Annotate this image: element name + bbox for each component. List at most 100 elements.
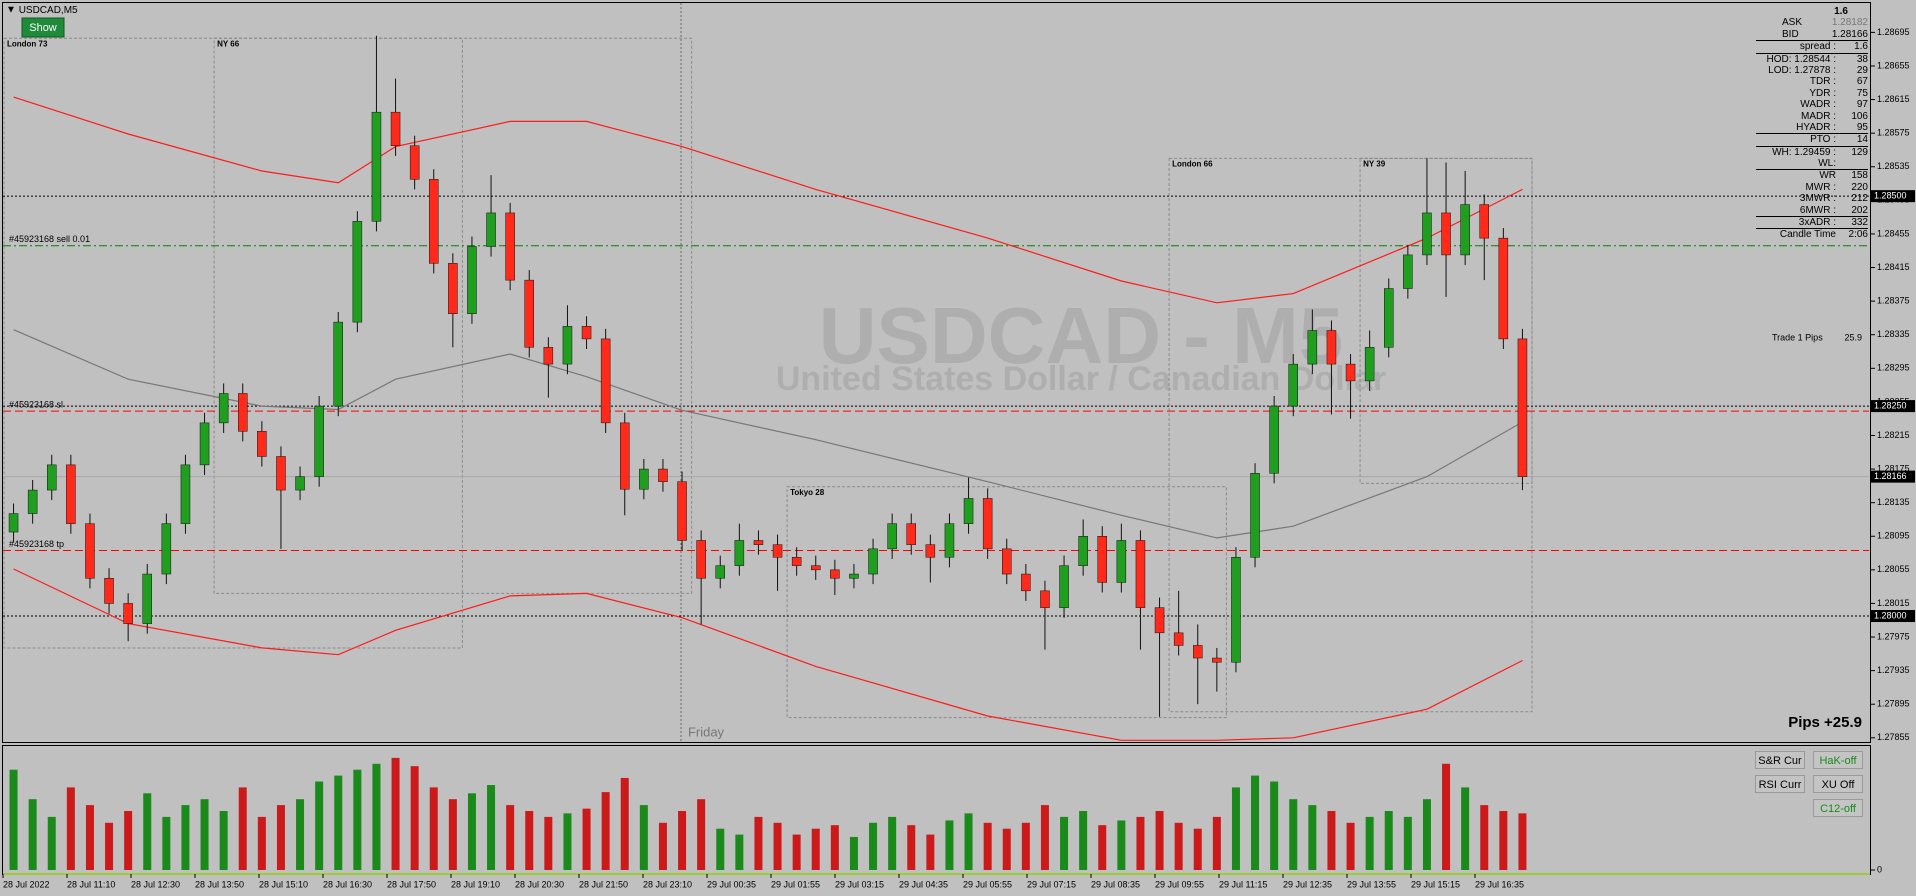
price-tag bbox=[1871, 610, 1915, 623]
volume-bar bbox=[811, 828, 820, 870]
volume-bar bbox=[143, 793, 152, 870]
volume-bar bbox=[926, 834, 935, 870]
panel-row: YDR : 75 bbox=[1756, 88, 1868, 99]
panel-row: HYADR : 95 bbox=[1756, 122, 1868, 133]
panel-row: WR 158 bbox=[1756, 169, 1868, 181]
volume-bar bbox=[276, 805, 285, 870]
session-box bbox=[1359, 157, 1533, 484]
show-button[interactable] bbox=[21, 17, 65, 38]
candle-body bbox=[180, 464, 191, 524]
volume-bar bbox=[410, 766, 419, 870]
panel-row-value: 202 bbox=[1851, 204, 1868, 216]
session-label: NY 39 bbox=[1363, 159, 1386, 168]
panel-row: spread : 1.6 bbox=[1756, 40, 1868, 52]
y-tick-label: 1.28055 bbox=[1877, 564, 1910, 574]
panel-row-value: 29 bbox=[1856, 64, 1868, 76]
indicator-button[interactable]: S&R Cur bbox=[1755, 751, 1805, 769]
volume-bar bbox=[907, 825, 916, 870]
candle-body bbox=[1059, 565, 1069, 608]
y-tick-label: 1.28655 bbox=[1877, 60, 1910, 70]
panel-row-value: 220 bbox=[1851, 181, 1868, 193]
bid-row: BID 1.28166 bbox=[1756, 29, 1868, 40]
volume-bar bbox=[1499, 811, 1508, 870]
band-upper bbox=[13, 96, 1523, 304]
candle-body bbox=[1269, 405, 1279, 474]
candle-body bbox=[734, 540, 745, 566]
panel-row-value: 95 bbox=[1856, 121, 1868, 133]
volume-bar bbox=[1002, 828, 1011, 870]
volume-bar bbox=[849, 836, 858, 870]
y-tick-label: 1.28335 bbox=[1877, 329, 1910, 339]
panel-row-value: 67 bbox=[1856, 76, 1868, 88]
candle-body bbox=[620, 422, 630, 490]
indicator-button[interactable]: XU Off bbox=[1813, 775, 1863, 793]
candle-body bbox=[944, 523, 955, 558]
panel-row: PTO : 14 bbox=[1756, 133, 1868, 145]
panel-row: TDR : 67 bbox=[1756, 76, 1868, 87]
candle-body bbox=[409, 145, 420, 180]
ask-value: 1.28182 bbox=[1831, 17, 1868, 29]
panel-row-label: MWR : bbox=[1805, 181, 1836, 193]
candle-body bbox=[1002, 548, 1012, 575]
volume-bar bbox=[754, 816, 763, 870]
candle-body bbox=[906, 523, 916, 545]
indicator-button[interactable]: HaK-off bbox=[1813, 751, 1863, 769]
panel-row-value: 75 bbox=[1856, 87, 1868, 99]
candle-body bbox=[1078, 536, 1088, 566]
panel-row: 3xADR : 332 bbox=[1756, 216, 1868, 228]
candle-body bbox=[1441, 212, 1451, 256]
volume-bar bbox=[1289, 799, 1298, 870]
x-tick-label: 28 Jul 19:10 bbox=[451, 879, 500, 889]
panel-row-value: 158 bbox=[1851, 170, 1868, 182]
panel-row-label: spread : bbox=[1799, 41, 1836, 53]
panel-row-label: WADR : bbox=[1800, 99, 1836, 111]
panel-row-value: 129 bbox=[1851, 146, 1868, 158]
candle-body bbox=[639, 468, 649, 490]
panel-row: WL: bbox=[1756, 158, 1868, 169]
show-button-label[interactable]: Show bbox=[29, 22, 57, 34]
candle-body bbox=[27, 489, 38, 514]
session-box bbox=[3, 37, 463, 649]
candle-body bbox=[429, 179, 439, 264]
day-label: Friday bbox=[688, 724, 725, 739]
y-tick-label: 1.27855 bbox=[1877, 732, 1910, 742]
volume-bar bbox=[582, 808, 591, 870]
panel-row-label: LOD: 1.27878 : bbox=[1768, 64, 1836, 76]
panel-row-label: WR bbox=[1819, 170, 1836, 182]
candle-body bbox=[1422, 212, 1432, 256]
volume-bar bbox=[735, 834, 744, 870]
x-tick-label: 29 Jul 07:15 bbox=[1027, 879, 1076, 889]
band-middle bbox=[13, 329, 1523, 539]
x-tick-label: 29 Jul 12:35 bbox=[1283, 879, 1332, 889]
volume-bar bbox=[1117, 820, 1126, 870]
bid-label: BID bbox=[1782, 28, 1799, 40]
x-tick-label: 28 Jul 12:30 bbox=[131, 879, 180, 889]
x-tick-label: 29 Jul 11:15 bbox=[1219, 879, 1267, 889]
candle-body bbox=[1154, 607, 1165, 634]
x-tick-label: 28 Jul 23:10 bbox=[643, 879, 692, 889]
panel-row-label: WH: 1.29459 : bbox=[1772, 146, 1836, 158]
candle-body bbox=[1517, 338, 1528, 477]
session-box bbox=[1168, 157, 1533, 713]
symbol-label: ▼ USDCAD,M5 bbox=[6, 5, 78, 16]
candle-body bbox=[524, 279, 534, 348]
bid-value: 1.28166 bbox=[1831, 28, 1868, 40]
candle-body bbox=[677, 481, 687, 541]
x-tick-label: 29 Jul 09:55 bbox=[1155, 879, 1204, 889]
panel-header-row: 1.6 bbox=[1756, 6, 1868, 17]
volume-bar bbox=[869, 822, 878, 870]
volume-bar bbox=[334, 775, 343, 870]
candle-body bbox=[352, 221, 363, 323]
volume-bar bbox=[964, 813, 973, 870]
session-label: London 66 bbox=[1172, 159, 1213, 168]
volume-bar bbox=[601, 792, 610, 870]
price-panel-frame bbox=[2, 2, 1871, 743]
volume-bar bbox=[697, 799, 706, 870]
watermark: USDCAD - M5 bbox=[819, 291, 1343, 380]
symbol-text: USDCAD,M5 bbox=[19, 5, 78, 16]
panel-row-label: 3xADR : bbox=[1798, 217, 1836, 229]
indicator-button[interactable]: C12-off bbox=[1813, 799, 1863, 817]
indicator-button[interactable]: RSI Curr bbox=[1755, 775, 1805, 793]
candle-body bbox=[1231, 557, 1241, 663]
